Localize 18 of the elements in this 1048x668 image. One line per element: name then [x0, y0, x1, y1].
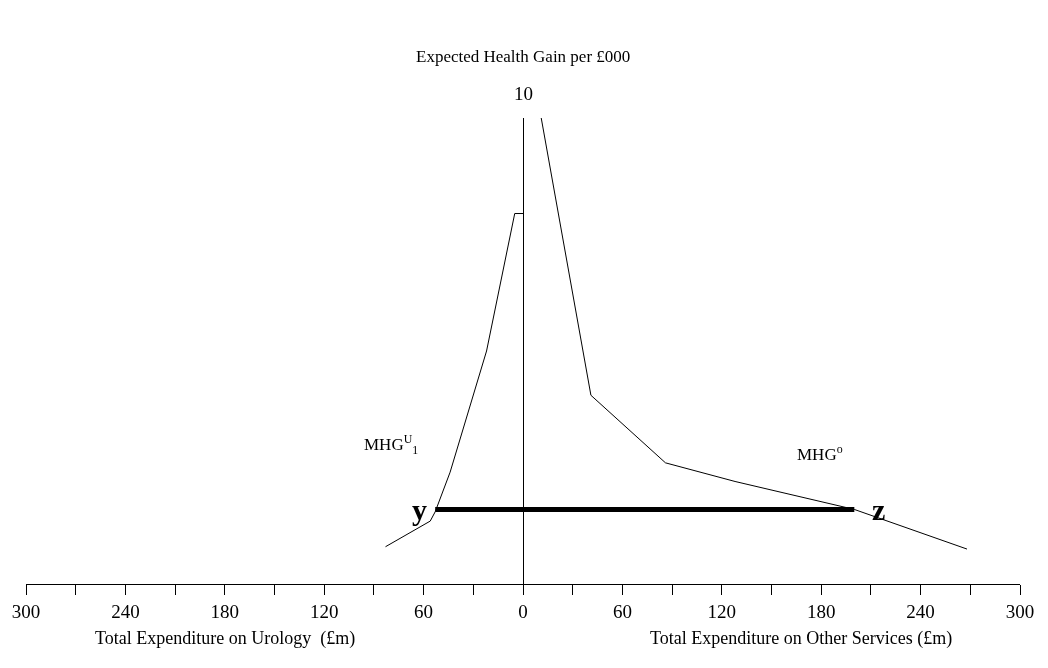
text: Total Expenditure on Urology (£m)	[95, 628, 356, 649]
x-tick-label: 240	[906, 600, 935, 622]
x-tick-label: 120	[707, 600, 737, 622]
x-tick-label: 240	[111, 600, 140, 622]
x-tick-label: 120	[309, 600, 339, 622]
x-tick-label: 300	[1005, 600, 1035, 622]
x-tick-label: 180	[210, 600, 240, 622]
annotation: z	[872, 493, 886, 526]
text: Total Expenditure on Other Services (£m)	[650, 628, 953, 649]
x-tick-label: 60	[414, 600, 434, 622]
x-tick-label: 0	[518, 600, 528, 622]
series-label: MHG$^{o}$	[797, 442, 843, 465]
x-tick-label: 60	[612, 600, 632, 622]
text: 10	[514, 83, 533, 104]
annotation: y	[412, 493, 427, 526]
y-axis-title: Expected Health Gain per £000	[416, 47, 631, 66]
x-tick-label: 300	[11, 600, 41, 622]
x-tick-label: 180	[806, 600, 836, 622]
